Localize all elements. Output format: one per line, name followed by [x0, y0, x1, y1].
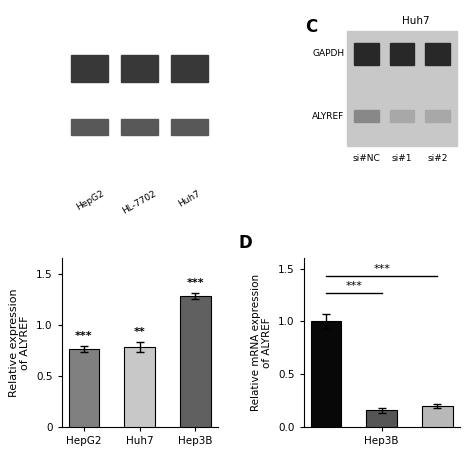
Text: ***: ***: [346, 281, 362, 291]
Text: HL-7702: HL-7702: [121, 189, 158, 216]
Text: Huh7: Huh7: [177, 189, 202, 209]
Bar: [171, 118, 209, 136]
Text: HepG2: HepG2: [74, 189, 105, 212]
Bar: [124, 347, 155, 427]
Bar: [171, 55, 209, 82]
Bar: [426, 110, 450, 122]
Text: **: **: [134, 327, 146, 337]
Bar: [121, 55, 158, 82]
Bar: [69, 349, 100, 427]
Text: ***: ***: [75, 331, 93, 341]
Text: Huh7: Huh7: [402, 16, 430, 26]
Text: ALYREF: ALYREF: [312, 111, 344, 120]
Bar: [311, 321, 341, 427]
Text: C: C: [305, 18, 318, 36]
Bar: [121, 118, 158, 136]
Bar: [354, 43, 379, 65]
Bar: [426, 43, 450, 65]
Bar: [71, 118, 109, 136]
Text: si#2: si#2: [428, 154, 448, 163]
Y-axis label: Relative mRNA expression
of ALYREF: Relative mRNA expression of ALYREF: [251, 274, 273, 411]
Bar: [71, 55, 109, 82]
Text: ***: ***: [187, 278, 204, 288]
Bar: [366, 410, 397, 427]
Bar: [354, 110, 379, 122]
Y-axis label: Relative expression
of ALYREF: Relative expression of ALYREF: [9, 288, 30, 397]
Text: si#NC: si#NC: [352, 154, 380, 163]
Bar: [422, 406, 453, 427]
Bar: [390, 110, 414, 122]
Bar: [390, 43, 414, 65]
Text: D: D: [238, 234, 252, 252]
Text: si#1: si#1: [392, 154, 412, 163]
Text: GAPDH: GAPDH: [312, 49, 344, 58]
Text: ***: ***: [373, 264, 390, 274]
Bar: [180, 296, 210, 427]
Bar: [347, 31, 456, 146]
